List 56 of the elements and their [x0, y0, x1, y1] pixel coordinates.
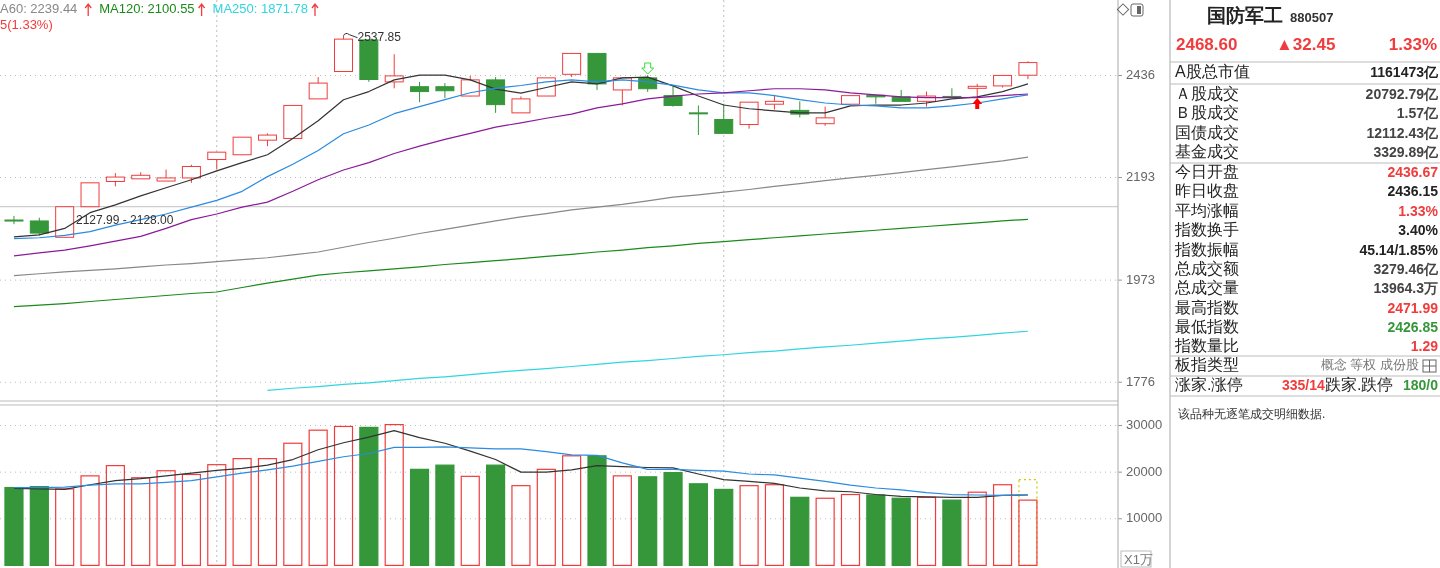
text: 1.33% — [1398, 202, 1438, 219]
annotation: 5(1.33%) — [0, 17, 53, 32]
category-label: 最低指数 — [1175, 318, 1239, 336]
text: 180/0 — [1402, 376, 1438, 393]
text: 2468.60 — [1176, 35, 1238, 54]
category-label: 国债成交 — [1175, 124, 1239, 142]
text: 2471.99 — [1387, 299, 1438, 316]
category-label: 平均涨幅 — [1175, 202, 1239, 220]
y-tick-label: 1973 — [1126, 271, 1155, 287]
text: 概念 等权 成份股 — [1320, 357, 1419, 373]
text: 2426.85 — [1387, 318, 1438, 335]
text: 880507 — [1290, 10, 1334, 25]
text: 45.14/1.85% — [1359, 241, 1438, 258]
category-label: 总成交量 — [1174, 279, 1239, 297]
category-label: 指数振幅 — [1174, 241, 1239, 259]
y-tick-label: 1776 — [1126, 373, 1155, 389]
text: 20792.79亿 — [1365, 85, 1438, 102]
y-tick-label: 2193 — [1126, 168, 1155, 184]
y-tick-label: 10000 — [1126, 510, 1163, 526]
text: 13964.3万 — [1373, 279, 1438, 296]
y-tick-label: 20000 — [1126, 463, 1163, 479]
category-label: 跌家.跌停 — [1325, 376, 1394, 394]
category-label: A股总市值 — [1175, 63, 1250, 81]
category-label: 昨日收盘 — [1175, 182, 1239, 200]
text: 国防军工 — [1207, 5, 1283, 26]
text: 12112.43亿 — [1366, 124, 1438, 141]
text: MA250: 1871.78 — [212, 1, 309, 16]
text: 1161473亿 — [1370, 63, 1438, 80]
y-tick-label: 30000 — [1126, 416, 1163, 432]
text: 3279.46亿 — [1373, 260, 1438, 277]
text: A60: 2239.44 — [0, 1, 78, 16]
text: 2436.15 — [1387, 182, 1438, 199]
category-label: 基金成交 — [1175, 143, 1239, 161]
text: 2436.67 — [1387, 163, 1438, 180]
category-label: Ａ股成交 — [1175, 85, 1239, 103]
text: MA120: 2100.55 — [99, 1, 195, 16]
text: 3.40% — [1398, 221, 1438, 238]
category-label: 指数量比 — [1174, 337, 1239, 355]
text: 335/14 — [1282, 376, 1325, 393]
category-label: 指数换手 — [1174, 221, 1239, 239]
category-label: 总成交额 — [1174, 260, 1239, 278]
annotation: 2127.99 - 2128.00 — [76, 212, 174, 227]
text: ▲32.45 — [1276, 35, 1336, 54]
text: 该品种无逐笔成交明细数据. — [1178, 407, 1326, 421]
text: 1.57亿 — [1396, 104, 1438, 121]
category-label: Ｂ股成交 — [1175, 104, 1239, 122]
y-axis-title: X1万 — [1124, 552, 1153, 567]
text: 3329.89亿 — [1373, 143, 1438, 160]
category-label: 涨家.涨停 — [1175, 376, 1244, 394]
category-label: 今日开盘 — [1175, 163, 1239, 181]
category-label: 板指类型 — [1174, 356, 1239, 374]
text: 1.29 — [1410, 337, 1438, 354]
y-tick-label: 2436 — [1126, 66, 1155, 82]
category-label: 最高指数 — [1175, 299, 1239, 317]
text: 1.33% — [1388, 35, 1437, 54]
annotation: 2537.85 — [357, 29, 402, 44]
